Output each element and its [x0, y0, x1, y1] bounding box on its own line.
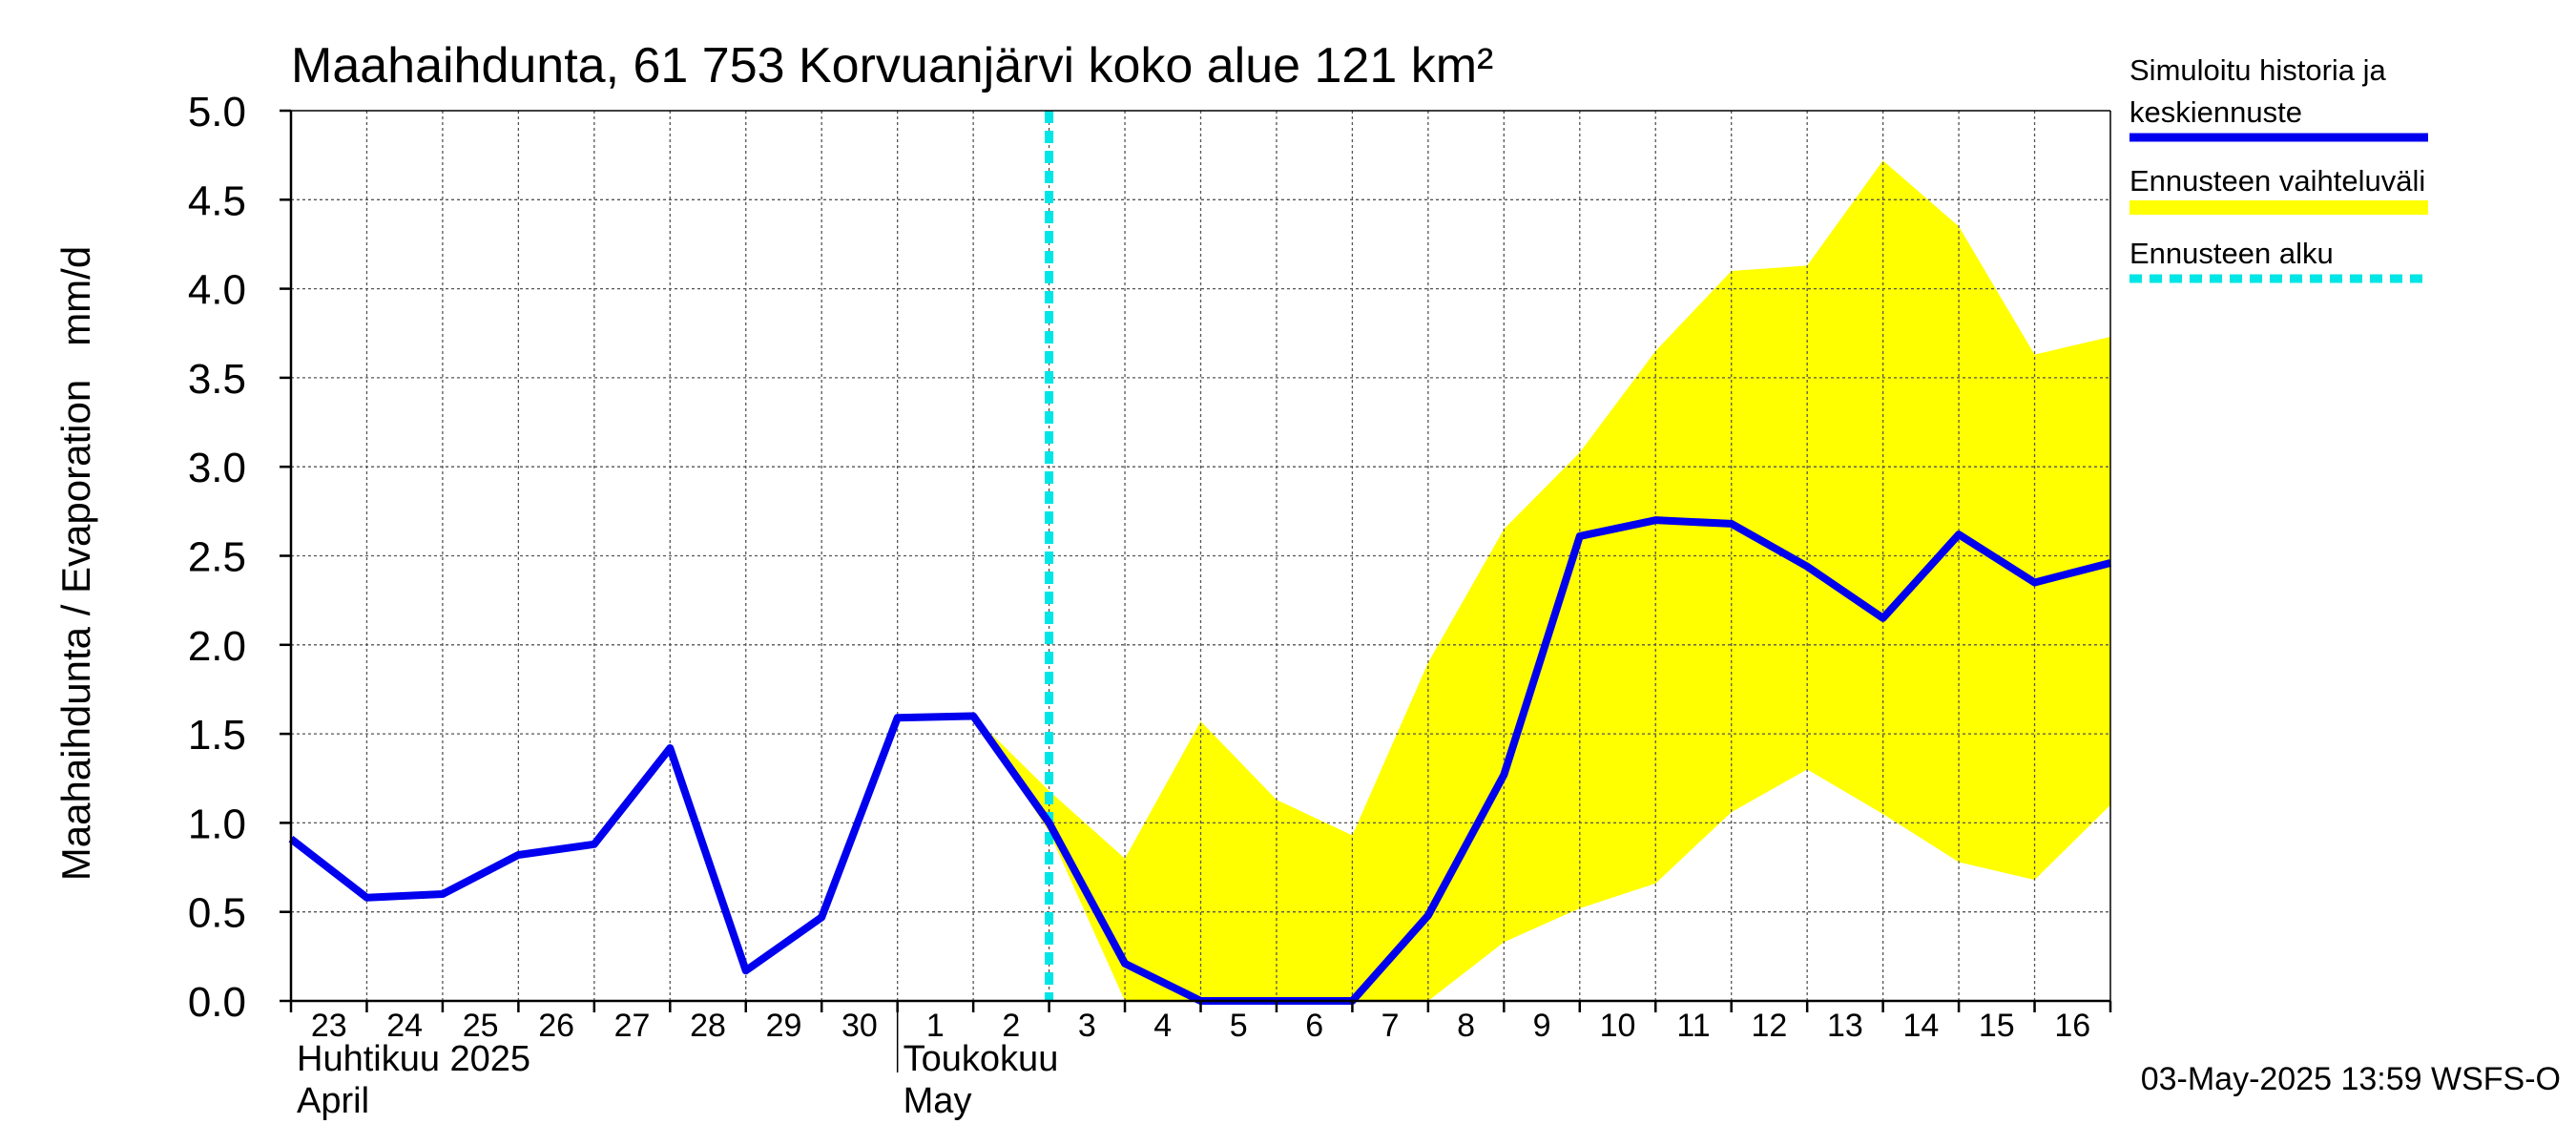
x-tick-label: 4: [1153, 1008, 1172, 1044]
x-tick-label: 16: [2054, 1008, 2090, 1044]
legend-label-range: Ennusteen vaihteluväli: [2129, 164, 2425, 198]
forecast-range-band-layer: [973, 160, 2110, 1002]
x-tick-label: 11: [1676, 1008, 1710, 1044]
x-tick-label: 2: [1002, 1008, 1020, 1044]
y-axis-label: Maahaihdunta / Evaporation mm/d: [53, 246, 98, 881]
x-tick-label: 29: [766, 1008, 802, 1044]
text-layer: 0.00.51.01.52.02.53.03.54.04.55.023 24 25 2…: [53, 38, 2561, 1121]
y-tick-label: 2.5: [188, 534, 246, 581]
month-label: Huhtikuu 2025: [297, 1039, 530, 1079]
month-label-en: May: [904, 1081, 972, 1121]
x-tick-label: 9: [1533, 1008, 1551, 1044]
x-tick-label: 5: [1230, 1008, 1248, 1044]
chart-title: Maahaihdunta, 61 753 Korvuanjärvi koko a…: [291, 38, 1493, 94]
y-tick-label: 5.0: [188, 89, 246, 135]
footer-timestamp: 03-May-2025 13:59 WSFS-O: [2141, 1061, 2561, 1097]
x-tick-label: 24: [386, 1008, 423, 1044]
legend-swatch-range: [2129, 200, 2428, 215]
x-tick-label: 28: [690, 1008, 726, 1044]
x-tick-label: 6: [1305, 1008, 1323, 1044]
x-tick-label: 26: [538, 1008, 574, 1044]
x-tick-label: 8: [1457, 1008, 1475, 1044]
y-tick-label: 2.0: [188, 623, 246, 670]
y-tick-label: 3.5: [188, 356, 246, 403]
x-tick-label: 23: [311, 1008, 347, 1044]
y-tick-label: 0.0: [188, 979, 246, 1026]
y-tick-label: 1.0: [188, 801, 246, 847]
y-tick-label: 0.5: [188, 890, 246, 937]
x-tick-label: 12: [1752, 1008, 1788, 1044]
x-tick-label: 25: [463, 1008, 499, 1044]
x-tick-label: 3: [1078, 1008, 1096, 1044]
axis-layer: [280, 109, 2112, 1072]
x-tick-label: 30: [841, 1008, 878, 1044]
x-tick-label: 15: [1979, 1008, 2015, 1044]
y-tick-label: 4.0: [188, 267, 246, 314]
legend-label-simulated: Simuloitu historia ja: [2129, 53, 2387, 87]
y-tick-label: 4.5: [188, 177, 246, 224]
legend-label-simulated: keskiennuste: [2129, 95, 2302, 129]
x-tick-label: 7: [1381, 1008, 1400, 1044]
x-tick-label: 1: [926, 1008, 945, 1044]
y-tick-label: 3.0: [188, 445, 246, 491]
month-label-en: April: [297, 1081, 369, 1121]
x-tick-label: 13: [1827, 1008, 1863, 1044]
x-tick-label: 27: [614, 1008, 651, 1044]
month-label: Toukokuu: [904, 1039, 1059, 1079]
x-tick-label: 14: [1902, 1008, 1939, 1044]
legend-layer: Simuloitu historia ja keskiennuste Ennuste…: [2129, 53, 2428, 283]
x-tick-label: 10: [1600, 1008, 1636, 1044]
y-tick-label: 1.5: [188, 712, 246, 759]
legend-label-forecast-start: Ennusteen alku: [2129, 237, 2334, 270]
forecast-range-band: [973, 160, 2110, 1002]
